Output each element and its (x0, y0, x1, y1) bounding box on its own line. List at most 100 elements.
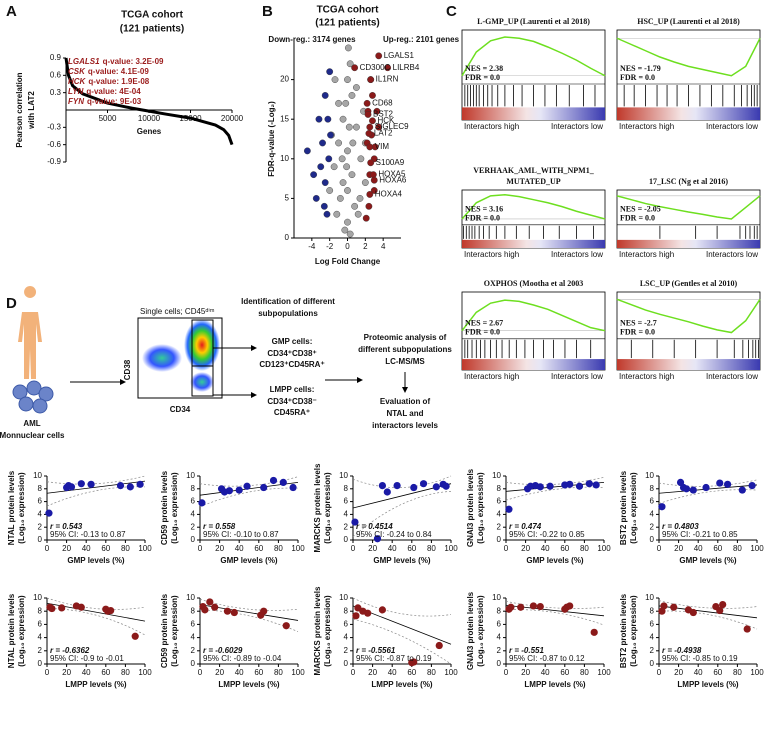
diagram-text: NTAL and (386, 409, 423, 418)
y-axis-label: BST2 protein levels (619, 593, 628, 668)
point (269, 476, 278, 485)
point (321, 179, 329, 186)
high-label: Interactors high (619, 122, 674, 131)
diagram-text: CD34⁺CD38⁺ (267, 349, 316, 358)
point (361, 179, 369, 186)
x-tick-label: 2 (363, 242, 368, 251)
x-tick-label: 20 (674, 544, 683, 553)
rank-heatbar (462, 359, 605, 370)
y-tick-label: 4 (497, 510, 502, 519)
gene-label: BST2 (373, 110, 394, 119)
x-tick-label: 80 (427, 668, 436, 677)
x-tick-label: 60 (407, 544, 416, 553)
diagram-text: Evaluation of (380, 397, 431, 406)
x-tick-label: 0 (351, 544, 356, 553)
y-tick-label: 0.3 (50, 88, 62, 97)
point (378, 606, 386, 614)
confidence-band (352, 475, 452, 488)
y-tick-label: 2 (191, 522, 196, 531)
y-tick-label: 4 (38, 510, 43, 519)
x-tick-label: 40 (82, 668, 91, 677)
point (346, 230, 354, 238)
point (419, 480, 428, 488)
confidence-band (199, 609, 299, 632)
x-tick-label: 80 (427, 544, 436, 553)
ci-label: 95% CI: -0.22 to 0.85 (509, 530, 585, 539)
diagram-text: CD34⁺CD38⁻ (267, 397, 316, 406)
y-axis-label: NTAL protein levels (7, 470, 16, 545)
y-axis-label: BST2 protein levels (619, 470, 628, 545)
y-axis-label: with LAT2 (27, 91, 36, 130)
point (351, 64, 359, 72)
y-tick-label: 6 (650, 497, 655, 506)
point (323, 210, 331, 218)
gene-label: HOXA5 (378, 170, 406, 179)
point (505, 505, 513, 513)
point (375, 52, 383, 60)
gene-label: HCK (377, 116, 395, 125)
y-tick-label: 10 (33, 593, 42, 602)
y-tick-label: 2 (650, 522, 655, 531)
x-axis-label: GMP levels (%) (67, 556, 125, 565)
point (367, 76, 375, 84)
annotation: FYN q-value: 9E-03 (68, 97, 142, 106)
x-tick-label: 0 (657, 544, 662, 553)
point (370, 176, 378, 184)
point (365, 202, 373, 210)
panel-label: C (446, 3, 457, 20)
point (310, 171, 318, 179)
rank-heatbar (617, 107, 760, 120)
nes-label: NES = -2.05 (620, 205, 661, 214)
gate-label: Single cells; CD45ᵈⁱᵐ (140, 307, 215, 316)
y-tick-label: 8 (38, 606, 43, 615)
diagram-text: CD45RA⁺ (274, 408, 310, 417)
point (353, 84, 360, 91)
flow-population (142, 344, 182, 372)
curve (64, 57, 234, 146)
gsea-title: LSC_UP (Gentles et al 2010) (640, 279, 738, 288)
point (724, 480, 732, 488)
y-tick-label: 4 (191, 510, 196, 519)
confidence-band (46, 475, 146, 485)
point (357, 155, 365, 163)
confidence-band (505, 476, 605, 486)
point (223, 607, 232, 615)
confidence-band (505, 609, 605, 626)
ci-label: 95% CI: -0.24 to 0.84 (356, 530, 432, 539)
gene-label: CD68 (372, 98, 393, 107)
y-tick-label: 0 (191, 535, 196, 544)
r-label: r = 0.4803 (662, 522, 699, 531)
y-tick-label: 0 (38, 659, 43, 668)
confidence-band (658, 489, 758, 504)
point (410, 658, 418, 666)
panel-label: A (6, 3, 17, 20)
point (344, 218, 351, 226)
point (352, 612, 360, 620)
point (343, 163, 351, 171)
q-value: q-value: 3.2E-09 (103, 57, 164, 66)
x-tick-label: 100 (291, 544, 305, 553)
point (517, 603, 525, 611)
diagram-text: CD123⁺CD45RA⁺ (259, 360, 324, 369)
y-tick-label: 4 (38, 633, 43, 642)
y-tick-label: 5 (285, 194, 290, 203)
low-label: Interactors low (706, 372, 758, 381)
y-tick-label: 10 (339, 593, 348, 602)
y-tick-label: 15 (280, 114, 289, 123)
y-tick-label: 10 (492, 471, 501, 480)
confidence-band (199, 598, 299, 611)
confidence-band (352, 618, 452, 665)
gsea-title: VERHAAK_AML_WITH_NPM1_ (473, 166, 594, 175)
point (211, 603, 219, 611)
point (682, 485, 691, 493)
point (529, 602, 538, 610)
y-tick-label: 0 (650, 659, 655, 668)
x-tick-label: 60 (101, 544, 110, 553)
low-label: Interactors low (551, 122, 603, 131)
point (235, 486, 243, 494)
point (126, 483, 134, 491)
rank-heatbar (462, 107, 605, 120)
high-label: Interactors high (464, 372, 519, 381)
y-tick-label: 4 (497, 633, 502, 642)
point (326, 187, 334, 194)
